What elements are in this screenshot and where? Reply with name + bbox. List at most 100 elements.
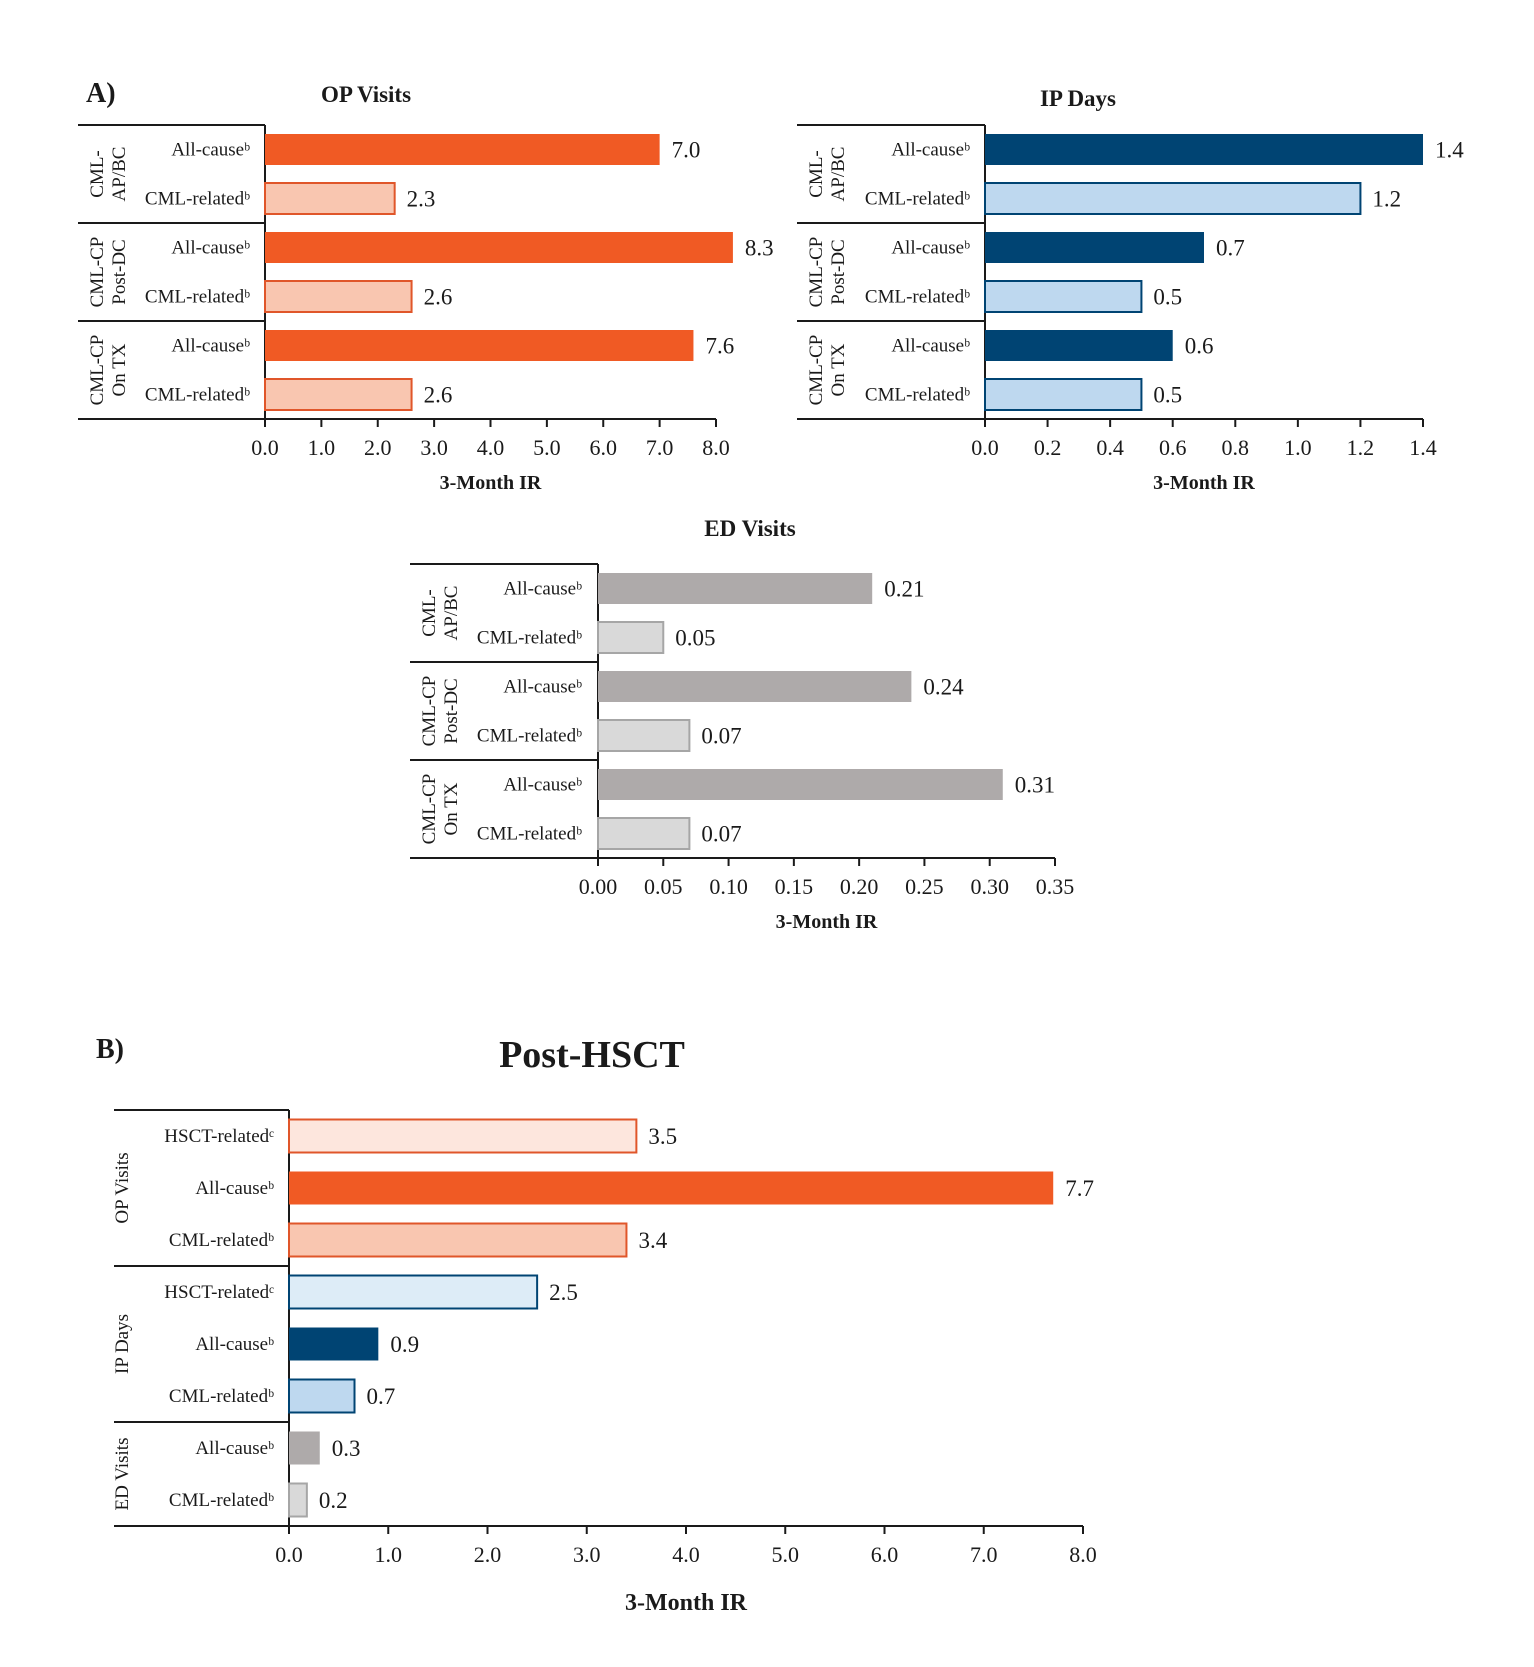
bar [265,330,694,361]
group-label: Post-DC [109,239,130,304]
bar [288,1222,628,1258]
bar [289,1431,320,1465]
x-tick-label: 0.6 [1159,435,1187,460]
bar-category-label: CML-relatedᵇ [865,385,970,406]
group-label: CML-CP [419,676,440,747]
bar-value-label: 0.7 [367,1384,396,1409]
bar-category-label: CML-relatedᵇ [477,628,582,649]
bar [288,1378,356,1414]
group-label: CML- [87,150,108,198]
op-visits-chart: OP Visits CML- AP/BC All-causeᵇ 7.0 CML-relat… [78,82,774,494]
bar [597,621,665,654]
bar [984,378,1143,411]
group-label: AP/BC [441,586,462,641]
x-axis-label: 3-Month IR [776,911,878,933]
x-tick-label: 6.0 [590,435,618,460]
x-tick-label: 5.0 [772,1542,800,1567]
x-tick-label: 2.0 [474,1542,502,1567]
group-label: On TX [441,782,462,835]
x-axis-label: 3-Month IR [1153,472,1255,494]
x-tick-label: 7.0 [646,435,674,460]
bar-category-label: CML-relatedᵇ [145,385,250,406]
x-tick-label: 1.2 [1347,435,1375,460]
ed-visits-chart: ED Visits CML- AP/BC All-causeᵇ 0.21 CML-rela… [410,516,1074,933]
x-tick-label: 1.4 [1409,435,1437,460]
group-label: CML-CP [87,237,108,308]
x-tick-label: 6.0 [871,1542,899,1567]
bar [985,134,1423,165]
bar-value-label: 0.9 [390,1332,419,1357]
bar-category-label: CML-relatedᵇ [145,189,250,210]
bar-category-label: All-causeᵇ [503,579,582,600]
group-label: Post-DC [441,678,462,743]
bar [289,1327,379,1361]
x-tick-label: 0.0 [251,435,279,460]
group-label: Post-DC [828,239,849,304]
bar-category-label: CML-relatedᵇ [169,1230,274,1251]
bar [265,134,660,165]
bar-value-label: 7.0 [672,138,701,163]
bar-value-label: 0.05 [675,626,715,651]
x-tick-label: 5.0 [533,435,561,460]
group-label: CML- [419,589,440,637]
panel-b-label: B) [96,1034,124,1065]
bar-value-label: 2.6 [424,285,453,310]
ip-days-chart: IP Days CML- AP/BC All-causeᵇ 1.4 CML-related… [797,86,1464,494]
bar-value-label: 7.7 [1065,1176,1094,1201]
bar-category-label: All-causeᵇ [195,1178,274,1199]
bar-category-label: CML-relatedᵇ [865,287,970,308]
bar-value-label: 0.21 [884,577,924,602]
group-label: CML- [806,150,827,198]
bar [288,1482,308,1518]
x-tick-label: 0.00 [579,874,618,899]
x-tick-label: 0.2 [1034,435,1062,460]
chart-title: OP Visits [321,82,411,107]
bar [265,232,733,263]
bar [598,671,912,702]
bar-category-label: All-causeᵇ [171,238,250,259]
bar [288,1118,638,1154]
x-tick-label: 1.0 [1284,435,1312,460]
bar-value-label: 0.5 [1153,383,1182,408]
bar [984,182,1362,215]
chart-title: Post-HSCT [499,1034,685,1076]
group-label: IP Days [112,1314,133,1374]
x-tick-label: 0.30 [970,874,1009,899]
bar-category-label: CML-relatedᵇ [169,1386,274,1407]
bar-value-label: 1.2 [1372,187,1401,212]
bar-value-label: 0.24 [923,675,964,700]
bar [984,280,1143,313]
x-tick-label: 7.0 [970,1542,998,1567]
bar-value-label: 2.5 [549,1280,578,1305]
bar-category-label: CML-relatedᵇ [169,1490,274,1511]
bar-category-label: All-causeᵇ [891,140,970,161]
x-tick-label: 1.0 [375,1542,403,1567]
bar-value-label: 0.31 [1015,773,1055,798]
bar-value-label: 3.4 [638,1228,667,1253]
bar [598,573,873,604]
x-axis-label: 3-Month IR [440,472,542,494]
bar-category-label: HSCT-relatedᶜ [164,1282,274,1303]
bar-category-label: All-causeᵇ [503,775,582,796]
bar-category-label: All-causeᵇ [891,238,970,259]
chart-title: ED Visits [704,516,795,541]
x-tick-label: 0.35 [1036,874,1075,899]
bar-value-label: 8.3 [745,236,774,261]
x-tick-label: 4.0 [672,1542,700,1567]
group-label: ED Visits [112,1438,133,1511]
bar [985,330,1173,361]
group-label: On TX [828,343,849,396]
bar-value-label: 0.7 [1216,236,1245,261]
bar-category-label: CML-relatedᵇ [145,287,250,308]
bar-value-label: 0.6 [1185,334,1214,359]
bar-value-label: 7.6 [705,334,734,359]
x-tick-label: 1.0 [308,435,336,460]
bar-value-label: 2.6 [424,383,453,408]
group-label: AP/BC [828,147,849,202]
group-label: CML-CP [419,774,440,845]
bar [264,280,413,313]
panel-a-label: A) [86,78,116,109]
x-tick-label: 8.0 [1069,1542,1097,1567]
bar-category-label: All-causeᵇ [171,140,250,161]
bar-category-label: All-causeᵇ [171,336,250,357]
